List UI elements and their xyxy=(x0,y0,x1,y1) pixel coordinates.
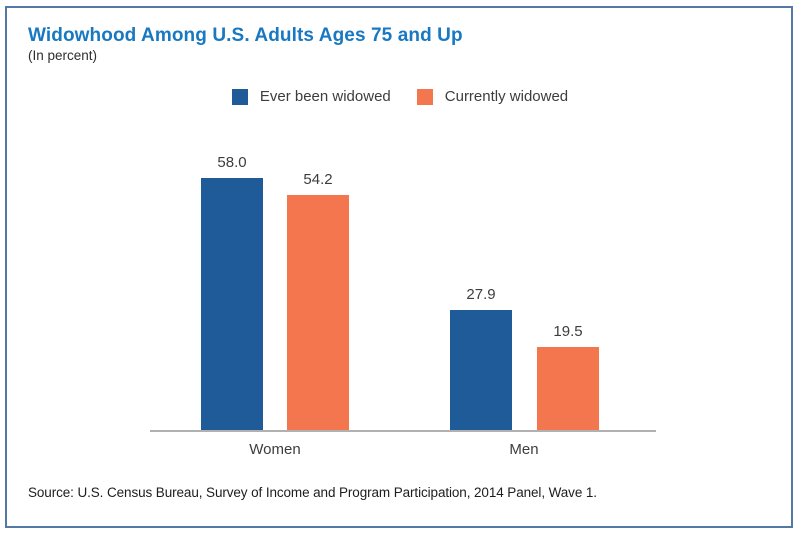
bar-men-ever-widowed: 27.9 xyxy=(450,286,512,432)
legend-label-currently-widowed: Currently widowed xyxy=(444,88,569,105)
bar-women-ever-widowed: 58.0 xyxy=(201,154,263,432)
source-note: Source: U.S. Census Bureau, Survey of In… xyxy=(28,485,597,500)
legend-item-ever-widowed: Ever been widowed xyxy=(231,88,391,105)
bar-value-men-ever-widowed: 27.9 xyxy=(466,286,496,303)
bar-value-women-currently-widowed: 54.2 xyxy=(303,171,333,188)
bar-value-men-currently-widowed: 19.5 xyxy=(553,323,583,340)
x-axis-line xyxy=(150,430,656,432)
legend-swatch-currently-widowed xyxy=(416,88,433,105)
chart-title: Widowhood Among U.S. Adults Ages 75 and … xyxy=(28,25,463,46)
bar-men-currently-widowed: 19.5 xyxy=(537,323,599,432)
x-axis-label-women: Women xyxy=(249,441,301,458)
bar-women-currently-widowed: 54.2 xyxy=(287,171,349,432)
legend-swatch-ever-widowed xyxy=(231,88,248,105)
legend-item-currently-widowed: Currently widowed xyxy=(416,88,569,105)
chart-subtitle: (In percent) xyxy=(28,48,98,63)
bar-value-women-ever-widowed: 58.0 xyxy=(217,154,247,171)
legend: Ever been widowed Currently widowed xyxy=(0,88,800,105)
x-axis-label-men: Men xyxy=(509,441,539,458)
chart-card-border xyxy=(5,6,793,528)
legend-label-ever-widowed: Ever been widowed xyxy=(259,88,391,105)
